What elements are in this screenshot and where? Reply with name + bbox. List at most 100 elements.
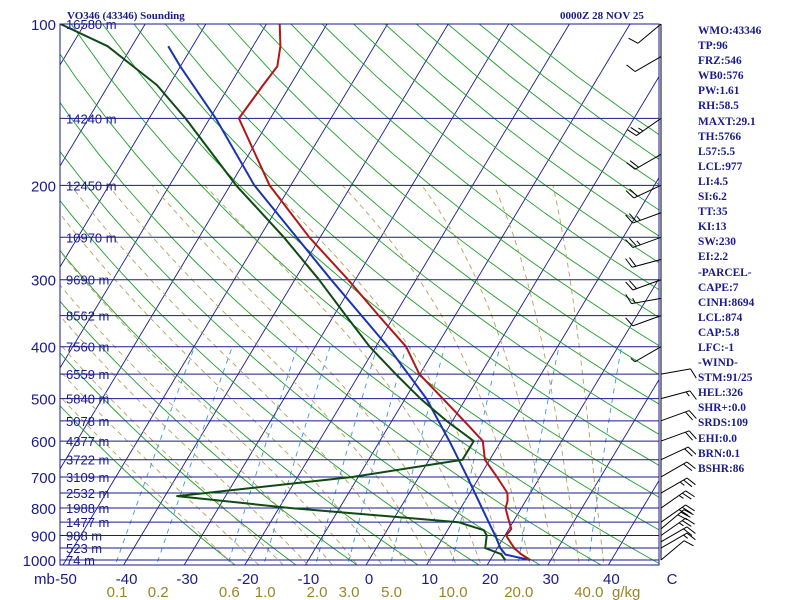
moist-adiabat-line — [151, 185, 457, 565]
sounding-index: WMO:43346 — [698, 25, 762, 37]
sounding-index: TH:5766 — [698, 130, 742, 143]
wind-barb — [660, 540, 694, 561]
moist-adiabat-line — [267, 185, 507, 565]
mixing-ratio-line — [156, 346, 233, 565]
wind-barb-flag — [688, 410, 697, 419]
sounding-profiles — [60, 24, 531, 561]
pressure-tick-label: 600 — [31, 434, 56, 451]
temperature-tick-label: 0 — [365, 571, 373, 588]
wind-barb-shaft — [660, 540, 685, 561]
isotherm-line — [365, 75, 659, 565]
mixing-ratio-line — [517, 346, 560, 565]
mixing-ratio-label: 5.0 — [381, 584, 402, 600]
dry-adiabat-line — [60, 150, 541, 565]
wind-barb-flag — [684, 448, 693, 457]
wind-barb-shaft — [632, 212, 662, 224]
wind-barb — [625, 184, 662, 199]
wind-barb-flag — [628, 37, 639, 44]
isotherm-line — [123, 24, 449, 565]
wind-barb-half — [678, 495, 684, 499]
temperature-tick-label: 10 — [421, 571, 438, 588]
mixing-ratio-label: 1.0 — [255, 584, 276, 600]
wind-barb — [660, 368, 697, 379]
wind-barb — [626, 56, 662, 72]
wind-barb — [625, 236, 662, 249]
isotherm-line — [60, 24, 146, 167]
wind-barb-flag — [625, 214, 634, 224]
height-label: 12450 m — [66, 178, 117, 193]
isotherm-line — [426, 176, 659, 565]
height-label: 16580 m — [66, 17, 117, 32]
wind-barb-shaft — [634, 346, 662, 363]
dry-adiabat-line — [60, 249, 419, 565]
wind-barb-flag — [687, 446, 697, 455]
wind-barb — [625, 257, 662, 268]
sounding-index: TT:35 — [698, 206, 728, 219]
wind-barb — [625, 279, 662, 291]
temperature-tick-label: C — [667, 571, 678, 588]
height-label: 9690 m — [66, 273, 109, 288]
wind-barb-half — [636, 240, 641, 246]
wind-barb-half — [679, 481, 685, 486]
wind-barb-shaft — [660, 526, 688, 543]
wind-barb-shaft — [660, 390, 691, 400]
mixing-ratio-label: 0.6 — [219, 584, 240, 600]
wind-barb-shaft — [660, 509, 685, 530]
sounding-index: LI:4.5 — [698, 175, 729, 188]
isotherm-line — [60, 24, 328, 470]
isotherm-line — [60, 24, 267, 369]
mixing-ratio-label: 3.0 — [339, 584, 360, 600]
sounding-index: -PARCEL- — [698, 266, 752, 279]
mixing-ratio-line — [451, 346, 501, 565]
dry-adiabat-line — [133, 24, 659, 466]
wind-barb — [660, 532, 696, 549]
wind-barb-shaft — [660, 446, 689, 461]
wind-barb-shaft — [660, 504, 686, 523]
wind-barb-flag — [683, 528, 693, 536]
temperature-tick-label: 40 — [603, 571, 620, 588]
dry-adiabat-line — [259, 24, 659, 347]
wind-barb-shaft — [660, 410, 690, 422]
moist-adiabat-line — [342, 185, 531, 565]
wind-barb-half — [632, 298, 636, 304]
wind-barb-flag — [683, 540, 694, 547]
wind-barb-shaft — [634, 153, 662, 170]
wind-barb-flag — [625, 258, 633, 268]
wind-barb — [660, 390, 697, 400]
dry-adiabat-line — [60, 53, 659, 564]
wind-barb — [660, 517, 695, 536]
sounding-index: RH:58.5 — [698, 100, 739, 113]
mixing-ratio-line — [347, 346, 407, 565]
wind-barb — [627, 117, 662, 137]
temperature-tick-label: -20 — [237, 571, 259, 588]
station-title: VO346 (43346) Sounding — [67, 10, 185, 22]
wind-barb-flag — [629, 213, 637, 222]
temperature-trace — [237, 24, 531, 561]
sounding-index: BRN:0.1 — [698, 447, 741, 460]
wind-barb-flag — [685, 490, 695, 498]
dry-adiabat-line — [353, 24, 659, 264]
temperature-tick-label: -50 — [55, 571, 77, 588]
wind-barb-shaft — [632, 279, 662, 291]
pressure-tick-label: 500 — [31, 392, 56, 409]
sounding-index: EI:2.2 — [698, 251, 729, 264]
wind-barb-half — [678, 522, 684, 527]
mixing-ratio-line — [263, 346, 331, 565]
moist-adiabat-line — [552, 185, 605, 565]
wind-barb-flag — [685, 411, 693, 421]
wind-barb-flag — [627, 129, 637, 137]
height-label: 523 m — [66, 541, 102, 556]
wind-barb-flag — [680, 511, 691, 518]
wind-barb-flag — [625, 190, 635, 199]
dry-adiabat-line — [196, 24, 659, 405]
plot-frame — [59, 23, 660, 566]
wind-barb-shaft — [634, 56, 662, 72]
wind-barb — [660, 526, 696, 543]
wind-barb-half — [636, 215, 641, 221]
sounding-index: BSHR:86 — [698, 462, 745, 475]
wind-barb-flag — [688, 430, 697, 440]
wind-barb — [660, 430, 697, 442]
wind-barb-flag — [629, 237, 637, 247]
moist-adiabat-line — [60, 284, 334, 565]
